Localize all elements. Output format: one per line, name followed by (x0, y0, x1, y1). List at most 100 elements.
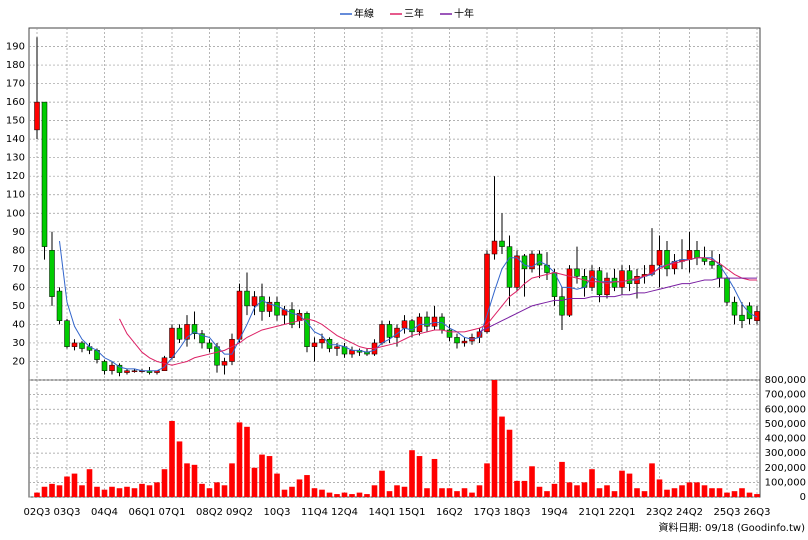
volume-bar (79, 485, 85, 497)
volume-bar (71, 473, 78, 497)
volume-bar (244, 426, 250, 497)
volume-bar (694, 482, 700, 497)
volume-bar (409, 450, 415, 497)
candle-body (64, 320, 70, 347)
candle-body (214, 346, 220, 366)
volume-bar (446, 488, 453, 497)
volume-bar (229, 463, 235, 497)
volume-bar (514, 480, 520, 497)
legend-label: 三年 (404, 7, 424, 20)
candle-body (529, 253, 535, 270)
y-tick-label: 100 (6, 208, 25, 219)
x-tick-label: 09Q2 (226, 507, 253, 518)
candle-body (229, 338, 235, 362)
y-tick-label: 70 (12, 264, 25, 275)
y-tick-label: 90 (12, 227, 25, 238)
candle-body (506, 246, 513, 288)
volume-bar (86, 469, 93, 497)
candle-body (694, 250, 700, 258)
x-tick-label: 23Q2 (646, 507, 673, 518)
y-tick-label: 500,000 (765, 419, 806, 430)
candle-body (319, 338, 325, 344)
volume-bar (664, 489, 670, 497)
candle-body (731, 301, 738, 316)
x-tick-label: 24Q2 (676, 507, 703, 518)
volume-bar (311, 488, 318, 497)
volume-bar (401, 486, 408, 497)
candle-body (34, 101, 40, 131)
candle-body (536, 253, 543, 266)
candle-body (746, 305, 753, 320)
volume-bar (484, 463, 490, 497)
volume-bar (574, 485, 580, 497)
candle-body (739, 314, 745, 321)
x-tick-label: 18Q3 (504, 507, 531, 518)
volume-bar (281, 489, 288, 497)
x-tick-label: 14Q1 (369, 507, 396, 518)
volume-bar (521, 480, 528, 497)
volume-bar (619, 470, 625, 497)
candle-body (71, 342, 78, 347)
volume-bar (154, 482, 160, 497)
candle-body (266, 301, 273, 312)
y-tick-label: 600,000 (765, 404, 806, 415)
candle-body (259, 296, 265, 312)
x-tick-label: 04Q4 (91, 507, 118, 518)
x-tick-label: 06Q1 (129, 507, 156, 518)
volume-bar (454, 491, 460, 497)
volume-bar (94, 486, 100, 497)
candle-body (514, 255, 520, 288)
candle-body (394, 327, 400, 338)
candle-body (116, 364, 123, 373)
candle-body (724, 277, 730, 303)
volume-bar (334, 494, 340, 497)
volume-bar (431, 458, 438, 497)
y-tick-label: 130 (6, 153, 25, 164)
candle-body (244, 290, 250, 307)
candle-body (619, 270, 625, 288)
x-tick-label: 07Q1 (159, 507, 186, 518)
candle-body (169, 327, 175, 359)
volume-bar (499, 416, 505, 497)
candle-body (131, 370, 138, 372)
volume-bar (671, 488, 678, 497)
volume-bar (656, 479, 663, 497)
x-tick-label: 22Q1 (609, 507, 636, 518)
volume-bar (236, 422, 243, 497)
y-tick-label: 180 (6, 60, 25, 71)
volume-bar (221, 485, 228, 497)
candle-body (454, 337, 460, 344)
candle-body (326, 338, 333, 349)
volume-bar (289, 486, 295, 497)
volume-bar (41, 486, 48, 497)
y-tick-label: 110 (6, 190, 25, 201)
candle-body (424, 316, 430, 327)
volume-bar (709, 488, 715, 497)
volume-bar (191, 464, 198, 497)
volume-bar (536, 486, 543, 497)
volume-bar (199, 483, 205, 497)
candle-body (274, 301, 280, 316)
volume-bar (214, 482, 220, 497)
volume-bar (679, 485, 685, 497)
legend-label: 年線 (354, 7, 374, 20)
volume-bar (296, 479, 303, 497)
candle-body (41, 101, 48, 247)
y-tick-label: 80 (12, 245, 25, 256)
candle-body (386, 324, 393, 338)
candle-body (349, 350, 355, 355)
y-tick-label: 50 (12, 301, 25, 312)
volume-bar (131, 488, 138, 497)
ma-line (479, 277, 757, 333)
y-tick-label: 120 (6, 171, 25, 182)
y-tick-label: 30 (12, 338, 25, 349)
volume-bar (349, 494, 355, 497)
x-tick-label: 02Q3 (24, 507, 51, 518)
volume-bar (184, 463, 190, 497)
plot-frame (28, 27, 761, 498)
candle-body (626, 270, 633, 284)
candle-body (589, 270, 595, 288)
volume-bar (424, 488, 430, 497)
volume-bar (731, 491, 738, 497)
